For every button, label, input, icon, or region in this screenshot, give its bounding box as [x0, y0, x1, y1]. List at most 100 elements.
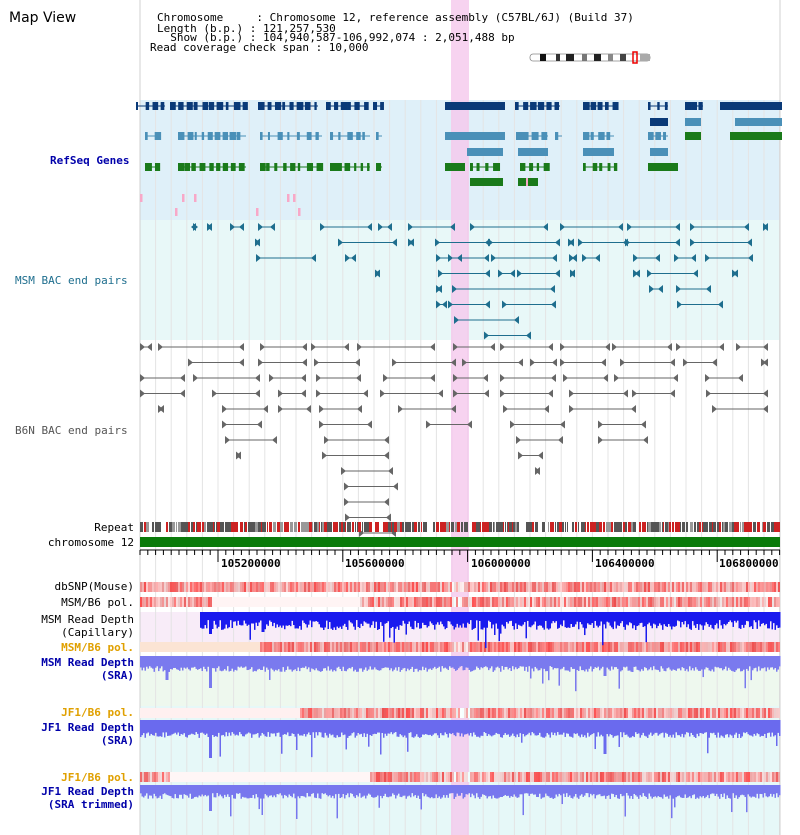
bac-end-marker [338, 238, 343, 247]
gene-exon [470, 163, 473, 171]
gene-exon [136, 102, 139, 110]
bac-end-marker [510, 420, 515, 429]
gene-exon [296, 132, 300, 140]
gene-exon [347, 132, 353, 140]
bac-end-marker [563, 374, 568, 382]
gene-exon [187, 132, 194, 140]
gene-exon [274, 102, 282, 110]
gene-exon [520, 163, 526, 171]
refseq-track-label[interactable]: RefSeq Genes [50, 154, 130, 167]
gene-exon [306, 132, 312, 140]
bac-end-marker [345, 254, 350, 262]
bac-end-marker [500, 374, 505, 382]
bac-end-marker [670, 389, 675, 398]
bac-end-marker [450, 223, 455, 231]
jf1-depth-sra-label-1[interactable]: JF1 Read Depth [41, 721, 134, 734]
bac-end-marker [655, 254, 660, 262]
gene-fragment [175, 208, 178, 216]
bac-end-marker [712, 358, 717, 367]
msm-depth-sra-label-1[interactable]: MSM Read Depth [41, 656, 134, 669]
bac-end-marker [448, 254, 453, 262]
repeat-track-features [140, 522, 780, 532]
bac-end-marker [647, 269, 652, 278]
repeat-track-label[interactable]: Repeat [94, 521, 134, 534]
bac-end-marker [302, 343, 307, 351]
msm-bac-track-label[interactable]: MSM BAC end pairs [15, 274, 128, 287]
gene-exon [283, 163, 287, 171]
gene-exon [315, 132, 319, 140]
gene-exon [597, 102, 603, 110]
gene-fragment [182, 194, 185, 202]
bac-end-marker [470, 223, 475, 231]
bac-end-marker [436, 300, 441, 309]
bac-end-marker [548, 343, 553, 351]
axis-tick-label-2: 105600000 [345, 557, 405, 570]
gene-exon [296, 102, 304, 110]
gene-exon [655, 132, 661, 140]
bac-end-marker [384, 498, 389, 506]
bac-end-marker [510, 269, 515, 278]
bac-end-marker [627, 223, 632, 231]
bac-end-marker [560, 358, 565, 367]
gene-exon [258, 102, 265, 110]
bac-end-marker [500, 389, 505, 398]
bac-end-marker [551, 300, 556, 309]
gene-exon [340, 102, 348, 110]
bac-end-marker [503, 405, 508, 413]
gene-exon [194, 132, 197, 140]
jf1-b6-pol-label-1[interactable]: JF1/B6 pol. [61, 706, 134, 719]
gene-exon [367, 163, 370, 171]
bac-end-marker [322, 451, 327, 460]
bac-end-marker [670, 358, 675, 367]
gene-exon [314, 102, 317, 110]
bac-end-marker [258, 358, 263, 367]
bac-end-marker [641, 420, 646, 429]
bac-end-marker [706, 389, 711, 398]
msm-b6-pol-label-1[interactable]: MSM/B6 pol. [61, 596, 134, 609]
bac-end-marker [690, 238, 695, 247]
gene-exon [555, 132, 559, 140]
gene-exon [202, 102, 209, 110]
gene-exon [201, 132, 205, 140]
gene-exon [380, 102, 384, 110]
bac-end-marker [437, 285, 442, 293]
chromosome-ideogram[interactable] [529, 51, 651, 64]
bac-end-marker [258, 223, 263, 231]
msm-depth-capillary-label-1[interactable]: MSM Read Depth [41, 613, 134, 626]
gene-exon [583, 102, 590, 110]
jf1-b6-pol-label-2[interactable]: JF1/B6 pol. [61, 771, 134, 784]
gene-exon [529, 163, 534, 171]
bac-end-marker [319, 420, 324, 429]
gene-exon [178, 163, 185, 171]
bac-end-marker [239, 343, 244, 351]
length-info: Length (b.p.) : 121,257,530 [157, 22, 336, 35]
gene-block [445, 132, 505, 140]
bac-end-marker [763, 405, 768, 413]
bac-end-marker [357, 405, 362, 413]
gene-exon [354, 102, 360, 110]
bac-end-marker [278, 405, 283, 413]
msm-b6-pol-label-2[interactable]: MSM/B6 pol. [61, 641, 134, 654]
bac-end-marker [620, 358, 625, 367]
bac-end-marker [311, 343, 316, 351]
gene-exon [476, 163, 480, 171]
b6n-bac-track-label[interactable]: B6N BAC end pairs [15, 424, 128, 437]
gene-exon [330, 132, 334, 140]
gene-exon [338, 132, 341, 140]
gene-exon [267, 132, 270, 140]
bac-end-marker [712, 405, 717, 413]
jf1-depth-trim-label-1[interactable]: JF1 Read Depth [41, 785, 134, 798]
gene-exon [663, 132, 667, 140]
bac-end-marker [555, 238, 560, 247]
bac-end-marker [484, 389, 489, 398]
bac-end-marker [301, 374, 306, 382]
gene-block [648, 163, 678, 171]
gene-exon [208, 102, 215, 110]
bac-end-marker [453, 389, 458, 398]
gene-exon [238, 163, 245, 171]
bac-end-marker [484, 331, 489, 340]
dbsnp-track-label[interactable]: dbSNP(Mouse) [54, 580, 134, 593]
bac-end-marker [408, 223, 413, 231]
bac-end-marker [517, 269, 522, 278]
